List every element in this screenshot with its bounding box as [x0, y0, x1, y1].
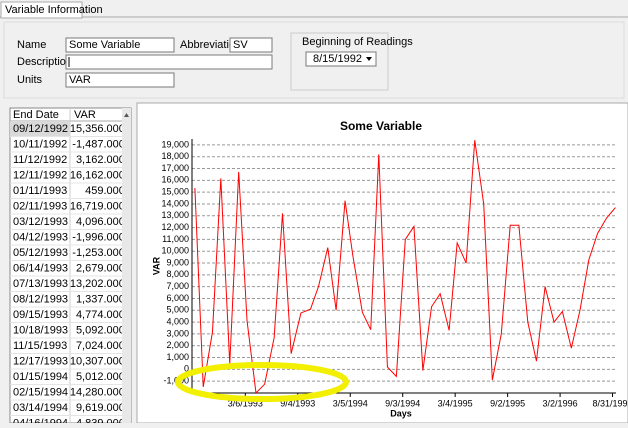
x-tick-label: 3/2/1996 — [543, 398, 578, 408]
y-tick-label: 5,000 — [166, 305, 189, 315]
units-label: Units — [17, 74, 43, 86]
table-cell: 12/11/1992 — [13, 169, 67, 181]
table-cell: 05/12/1993 — [13, 247, 68, 259]
table-cell: 2,679.0000 — [76, 262, 131, 274]
x-tick-label: 8/31/1996 — [593, 398, 628, 408]
y-tick-label: 1,000 — [166, 352, 189, 362]
table-cell: 01/11/1993 — [13, 185, 67, 197]
table-cell: 10,307.0000 — [70, 355, 131, 367]
description-label: Description — [17, 56, 72, 68]
y-tick-label: 12,000 — [161, 222, 189, 232]
table-cell: 16,719.0000 — [70, 200, 131, 212]
dropdown-arrow — [366, 57, 372, 61]
tab[interactable] — [0, 1, 83, 19]
table-cell: 11/12/1992 — [13, 154, 67, 166]
table-cell: 3,162.0000 — [76, 154, 131, 166]
units-value: VAR — [69, 74, 91, 86]
date-dropdown[interactable] — [305, 51, 377, 67]
abbreviation-label: Abbreviation — [180, 39, 241, 51]
x-axis-label: Days — [390, 408, 412, 418]
table-cell: 02/15/1994 — [13, 386, 68, 398]
y-axis-label: VAR — [151, 256, 161, 275]
table-cell: 02/11/1993 — [13, 200, 67, 212]
table-cell: 09/12/1992 — [13, 123, 68, 135]
table-cell: 4,774.0000 — [76, 309, 131, 321]
table-cell: 4,096.0000 — [76, 216, 131, 228]
y-tick-label: 2,000 — [166, 340, 189, 350]
y-tick-label: 16,000 — [161, 175, 189, 185]
table-cell: 03/12/1993 — [13, 216, 68, 228]
table-cell: 04/12/1993 — [13, 231, 68, 243]
x-tick-label: 9/2/1995 — [490, 398, 525, 408]
selected-row — [10, 121, 70, 137]
x-tick-label: 3/6/1993 — [228, 398, 263, 408]
y-tick-label: 6,000 — [166, 293, 189, 303]
table-cell: 16,162.0000 — [70, 169, 131, 181]
tab-label: Variable Information — [5, 4, 103, 16]
table-cell: 4,839.0000 — [76, 417, 131, 423]
scroll-up — [124, 113, 129, 117]
table-cell: 10/11/1992 — [13, 138, 67, 150]
y-tick-label: 0 — [184, 364, 189, 374]
group-box — [290, 32, 389, 91]
group-label: Beginning of Readings — [302, 36, 413, 48]
table-cell: 08/12/1993 — [13, 293, 68, 305]
table-cell: 13,202.0000 — [70, 278, 131, 290]
y-tick-label: 13,000 — [161, 210, 189, 220]
x-tick-label: 3/5/1994 — [333, 398, 368, 408]
chart-title: Some Variable — [340, 119, 422, 133]
units-input[interactable] — [65, 72, 175, 88]
x-tick-label: 3/4/1995 — [438, 398, 473, 408]
name-value: Some Variable — [69, 39, 140, 51]
y-tick-label: 17,000 — [161, 163, 189, 173]
x-tick-label: 9/4/1993 — [280, 398, 315, 408]
table-cell: 14,280.0000 — [70, 386, 131, 398]
name-label: Name — [17, 39, 46, 51]
table-cell: 06/14/1993 — [13, 262, 68, 274]
table-cell: 11/15/1993 — [13, 340, 67, 352]
name-input[interactable] — [65, 37, 175, 53]
table-cell: -1,253.0000 — [72, 247, 131, 259]
table-cell: 1,337.0000 — [76, 293, 131, 305]
table-cell: 09/15/1993 — [13, 309, 68, 321]
table-cell: 5,012.0000 — [76, 371, 131, 383]
table-cell: 7,024.0000 — [76, 340, 131, 352]
y-tick-label: 8,000 — [166, 269, 189, 279]
table-cell: 01/15/1994 — [13, 371, 68, 383]
date-value: 8/15/1992 — [313, 53, 362, 65]
y-tick-label: 15,000 — [161, 187, 189, 197]
column-header: VAR — [74, 109, 96, 121]
description-input[interactable] — [65, 54, 273, 70]
y-tick-label: 9,000 — [166, 257, 189, 267]
table-cell: 12/17/1993 — [13, 355, 68, 367]
y-tick-label: 18,000 — [161, 151, 189, 161]
table-cell: 5,092.0000 — [76, 324, 131, 336]
table-cell: 04/16/1994 — [13, 417, 68, 423]
data-line — [194, 140, 616, 395]
table-cell: 03/14/1994 — [13, 402, 68, 414]
table-cell: -1,996.0000 — [72, 231, 131, 243]
abbreviation-input[interactable] — [229, 37, 273, 53]
y-tick-label: 19,000 — [161, 139, 189, 149]
table-cell: 9,619.0000 — [76, 402, 131, 414]
table-cell: 459.0000 — [85, 185, 131, 197]
highlight — [175, 362, 349, 402]
y-tick-label: 11,000 — [162, 234, 189, 244]
column-header: End Date — [13, 109, 59, 121]
x-tick-label: 9/3/1994 — [385, 398, 420, 408]
abbreviation-value: SV — [233, 39, 248, 51]
table-cell: -1,487.0000 — [72, 138, 131, 150]
scrollbar[interactable] — [122, 108, 131, 423]
table-cell: 07/13/1993 — [13, 278, 68, 290]
y-tick-label: 4,000 — [166, 316, 189, 326]
table-cell: 10/18/1993 — [13, 324, 68, 336]
table-cell: 15,356.0000 — [70, 123, 131, 135]
y-tick-label: 14,000 — [161, 198, 189, 208]
y-tick-label: 7,000 — [166, 281, 189, 291]
y-tick-label: 3,000 — [166, 328, 189, 338]
y-tick-label: 10,000 — [161, 246, 189, 256]
